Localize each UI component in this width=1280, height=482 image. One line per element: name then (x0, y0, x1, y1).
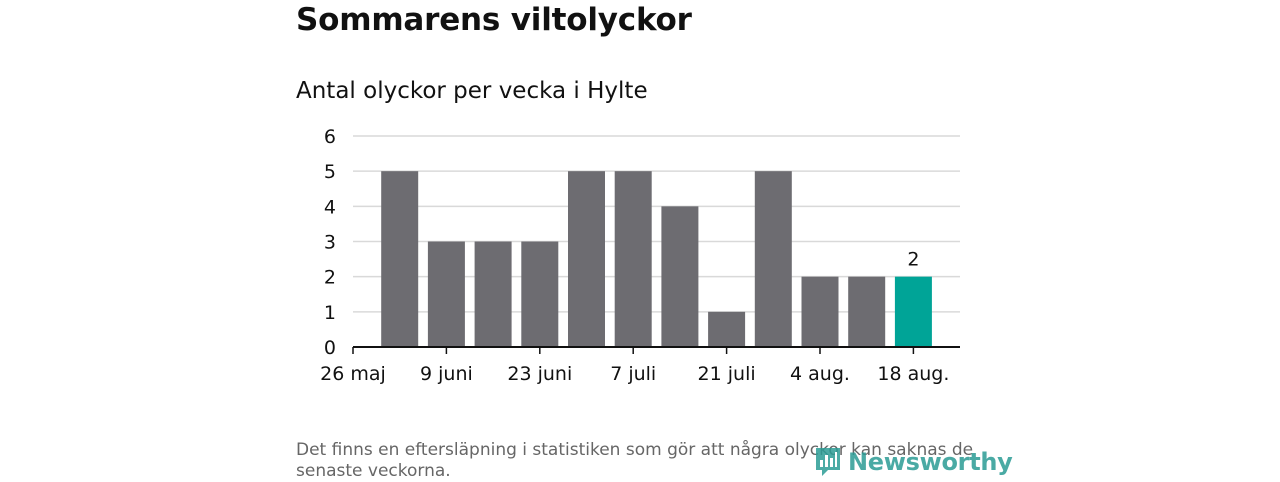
footnote: Det finns en eftersläpning i statistiken… (296, 440, 974, 481)
x-tick-label: 4 aug. (790, 363, 850, 385)
bar-16-juni (474, 241, 512, 347)
bar-18-aug (894, 276, 932, 347)
bar-4-aug (801, 276, 839, 347)
x-tick-label: 21 juli (698, 363, 756, 385)
y-tick-label: 2 (324, 267, 336, 289)
bar-21-juli (708, 311, 746, 347)
y-tick-label: 0 (324, 337, 336, 359)
bar-7-juli (614, 171, 652, 347)
bar-23-juni (521, 241, 559, 347)
y-axis-ticks: 0 1 2 3 4 5 6 (324, 126, 336, 359)
bar-2-juni (381, 171, 419, 347)
x-tick-label: 7 juli (610, 363, 656, 385)
y-tick-label: 3 (324, 232, 336, 254)
bars (381, 171, 932, 347)
x-tick-label: 26 maj (320, 363, 386, 385)
y-tick-label: 4 (324, 196, 336, 218)
x-tick-label: 18 aug. (877, 363, 949, 385)
y-tick-label: 6 (324, 126, 336, 148)
bar-9-juni (427, 241, 465, 347)
data-labels: 2 (907, 249, 919, 271)
chart-subtitle: Antal olyckor per vecka i Hylte (296, 78, 648, 104)
bar-30-juni (568, 171, 605, 347)
y-tick-label: 5 (324, 161, 336, 183)
bar-value-label: 2 (907, 249, 919, 271)
x-tick-label: 23 juni (507, 363, 572, 385)
newsworthy-logo: Newsworthy (814, 446, 1013, 478)
chart-title: Sommarens viltolyckor (296, 2, 692, 38)
bar-11-aug (848, 276, 886, 347)
bar-28-juli (754, 171, 792, 347)
y-tick-label: 1 (324, 302, 336, 324)
x-axis: 26 maj 9 juni 23 juni 7 juli 21 juli 4 aug. 18… (320, 346, 960, 385)
bar-14-juli (661, 206, 699, 347)
newsworthy-logo-text: Newsworthy (848, 448, 1013, 476)
newsworthy-logo-icon (816, 448, 840, 476)
x-tick-label: 9 juni (420, 363, 473, 385)
bar-chart: 0 1 2 3 4 5 6 2 26 maj 9 juni 23 juni 7 juli 21 ju… (320, 126, 960, 385)
